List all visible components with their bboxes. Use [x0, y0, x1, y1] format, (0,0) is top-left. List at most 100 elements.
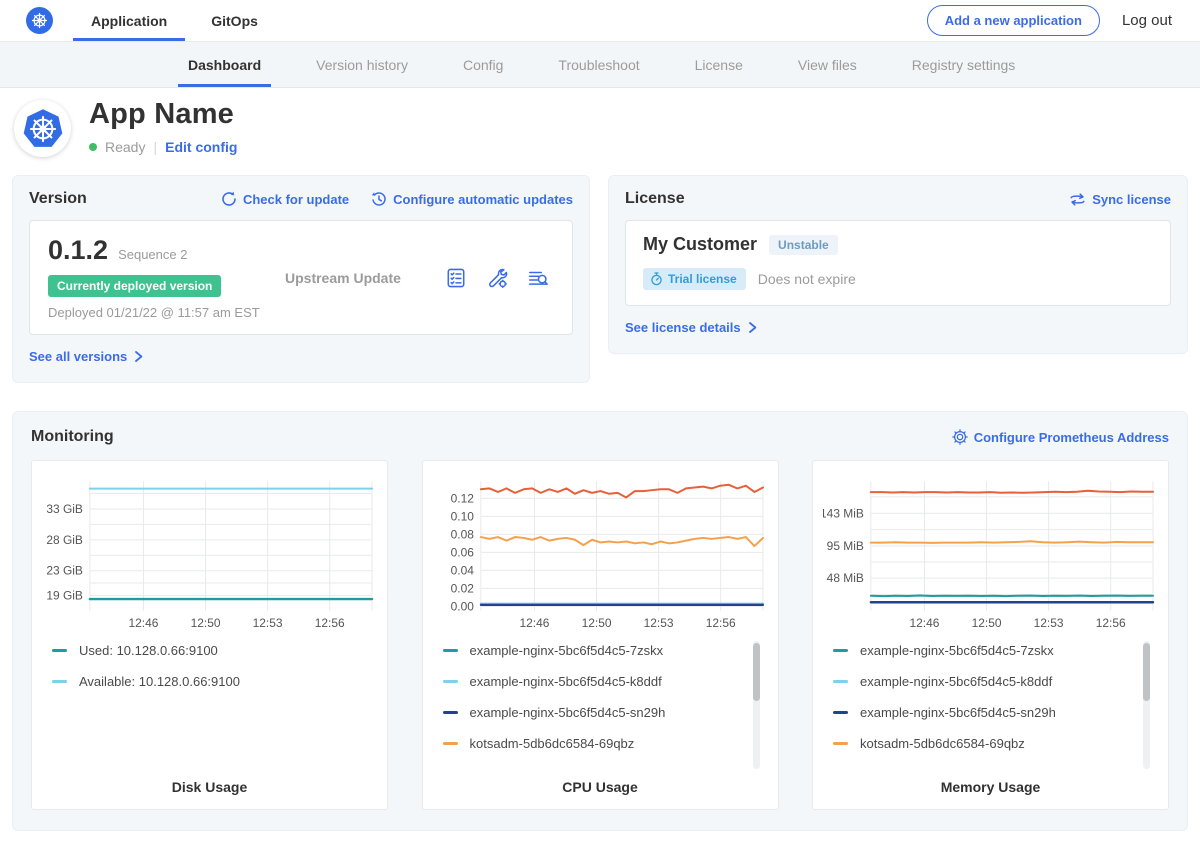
- chart-title: CPU Usage: [433, 767, 768, 795]
- tab-troubleshoot[interactable]: Troubleshoot: [558, 42, 639, 87]
- configure-automatic-updates-link[interactable]: Configure automatic updates: [371, 191, 573, 207]
- tab-registry-settings[interactable]: Registry settings: [912, 42, 1015, 87]
- svg-text:48 MiB: 48 MiB: [827, 571, 864, 585]
- svg-text:0.08: 0.08: [450, 527, 474, 541]
- legend-item: kotsadm-5db6dc6584-69qbz: [833, 736, 1152, 751]
- svg-text:0.12: 0.12: [450, 491, 474, 505]
- version-sequence: Sequence 2: [118, 247, 187, 262]
- nav-tab-application[interactable]: Application: [87, 0, 171, 41]
- tab-dashboard[interactable]: Dashboard: [188, 42, 261, 87]
- legend-color-dash: [833, 711, 848, 714]
- svg-text:0.02: 0.02: [450, 581, 474, 595]
- trial-license-badge: Trial license: [643, 268, 746, 290]
- legend-label: example-nginx-5bc6f5d4c5-sn29h: [860, 705, 1056, 720]
- app-subnav: Dashboard Version history Config Trouble…: [0, 42, 1200, 88]
- svg-text:12:46: 12:46: [129, 616, 159, 630]
- chart-legend: example-nginx-5bc6f5d4c5-7zskx example-ng…: [833, 643, 1152, 751]
- legend-item: kotsadm-5db6dc6584-69qbz: [443, 736, 762, 751]
- chart-plot: 0.000.020.040.060.080.100.1212:4612:5012…: [433, 473, 768, 633]
- svg-text:12:56: 12:56: [315, 616, 345, 630]
- tab-config[interactable]: Config: [463, 42, 503, 87]
- svg-text:23 GiB: 23 GiB: [46, 564, 83, 578]
- legend-scrollbar-thumb[interactable]: [1143, 643, 1150, 701]
- svg-text:0.10: 0.10: [450, 509, 474, 523]
- legend-item: example-nginx-5bc6f5d4c5-k8ddf: [833, 674, 1152, 689]
- cpu-usage-chart: 0.000.020.040.060.080.100.1212:4612:5012…: [422, 460, 779, 810]
- svg-text:0.06: 0.06: [450, 545, 474, 559]
- chart-plot: 48 MiB95 MiB143 MiB12:4612:5012:5312:56: [823, 473, 1158, 633]
- svg-text:12:53: 12:53: [253, 616, 283, 630]
- nav-tab-gitops[interactable]: GitOps: [207, 0, 262, 41]
- kots-admin-console: Application GitOps Add a new application…: [0, 0, 1200, 831]
- legend-color-dash: [833, 649, 848, 652]
- currently-deployed-badge: Currently deployed version: [48, 275, 221, 297]
- legend-item: example-nginx-5bc6f5d4c5-sn29h: [443, 705, 762, 720]
- legend-label: example-nginx-5bc6f5d4c5-7zskx: [860, 643, 1054, 658]
- sync-license-link[interactable]: Sync license: [1069, 192, 1171, 207]
- monitoring-title: Monitoring: [31, 428, 114, 446]
- version-card: Version Check for update Configure autom…: [12, 175, 590, 383]
- svg-text:12:46: 12:46: [519, 616, 549, 630]
- version-number: 0.1.2: [48, 235, 108, 266]
- svg-text:143 MiB: 143 MiB: [823, 506, 864, 520]
- disk-usage-chart: 19 GiB23 GiB28 GiB33 GiB12:4612:5012:531…: [31, 460, 388, 810]
- edit-config-link[interactable]: Edit config: [165, 139, 237, 155]
- cards-row: Version Check for update Configure autom…: [0, 169, 1200, 383]
- chevron-right-icon: [133, 350, 144, 363]
- tab-version-history[interactable]: Version history: [316, 42, 408, 87]
- status-text: Ready: [105, 139, 145, 155]
- chart-title: Disk Usage: [42, 767, 377, 795]
- legend-color-dash: [52, 680, 67, 683]
- view-logs-icon[interactable]: [526, 266, 550, 290]
- tab-license[interactable]: License: [695, 42, 743, 87]
- clock-refresh-icon: [371, 191, 387, 207]
- svg-text:0.00: 0.00: [450, 599, 474, 613]
- legend-color-dash: [443, 680, 458, 683]
- top-navbar: Application GitOps Add a new application…: [0, 0, 1200, 42]
- legend-label: example-nginx-5bc6f5d4c5-k8ddf: [860, 674, 1052, 689]
- svg-text:12:50: 12:50: [581, 616, 611, 630]
- legend-label: example-nginx-5bc6f5d4c5-k8ddf: [470, 674, 662, 689]
- top-nav-tabs: Application GitOps: [87, 0, 262, 41]
- legend-item: example-nginx-5bc6f5d4c5-7zskx: [833, 643, 1152, 658]
- license-expiry: Does not expire: [758, 271, 856, 287]
- svg-text:12:56: 12:56: [1096, 616, 1126, 630]
- release-notes-icon[interactable]: [444, 266, 468, 290]
- svg-text:28 GiB: 28 GiB: [46, 533, 83, 547]
- refresh-icon: [221, 191, 237, 207]
- configure-prometheus-link[interactable]: Configure Prometheus Address: [952, 429, 1169, 445]
- logout-link[interactable]: Log out: [1122, 12, 1172, 29]
- sync-icon: [1069, 192, 1086, 207]
- legend-item: example-nginx-5bc6f5d4c5-7zskx: [443, 643, 762, 658]
- tab-view-files[interactable]: View files: [798, 42, 857, 87]
- see-all-versions-link[interactable]: See all versions: [29, 349, 144, 364]
- version-source: Upstream Update: [275, 270, 432, 286]
- chart-legend: Used: 10.128.0.66:9100 Available: 10.128.…: [52, 643, 371, 689]
- chevron-right-icon: [747, 321, 758, 334]
- legend-label: Used: 10.128.0.66:9100: [79, 643, 218, 658]
- license-card-title: License: [625, 190, 685, 208]
- legend-color-dash: [833, 680, 848, 683]
- legend-color-dash: [443, 742, 458, 745]
- app-kubernetes-icon: [14, 100, 71, 157]
- legend-label: Available: 10.128.0.66:9100: [79, 674, 240, 689]
- legend-scrollbar: [1143, 641, 1150, 769]
- svg-text:33 GiB: 33 GiB: [46, 502, 83, 516]
- stopwatch-icon: [650, 272, 663, 286]
- svg-text:12:53: 12:53: [1034, 616, 1064, 630]
- svg-text:95 MiB: 95 MiB: [827, 539, 864, 553]
- status-dot: [89, 143, 97, 151]
- check-for-update-link[interactable]: Check for update: [221, 191, 349, 207]
- kubernetes-logo-icon: [26, 7, 53, 34]
- legend-scrollbar-thumb[interactable]: [753, 643, 760, 701]
- see-license-details-link[interactable]: See license details: [625, 320, 758, 335]
- svg-text:19 GiB: 19 GiB: [46, 588, 83, 602]
- config-wrench-icon[interactable]: [485, 266, 509, 290]
- legend-color-dash: [52, 649, 67, 652]
- chart-title: Memory Usage: [823, 767, 1158, 795]
- app-header: App Name Ready | Edit config: [0, 88, 1200, 169]
- legend-label: kotsadm-5db6dc6584-69qbz: [470, 736, 635, 751]
- gear-icon: [952, 429, 968, 445]
- add-application-button[interactable]: Add a new application: [927, 5, 1100, 36]
- license-customer-name: My Customer: [643, 234, 757, 255]
